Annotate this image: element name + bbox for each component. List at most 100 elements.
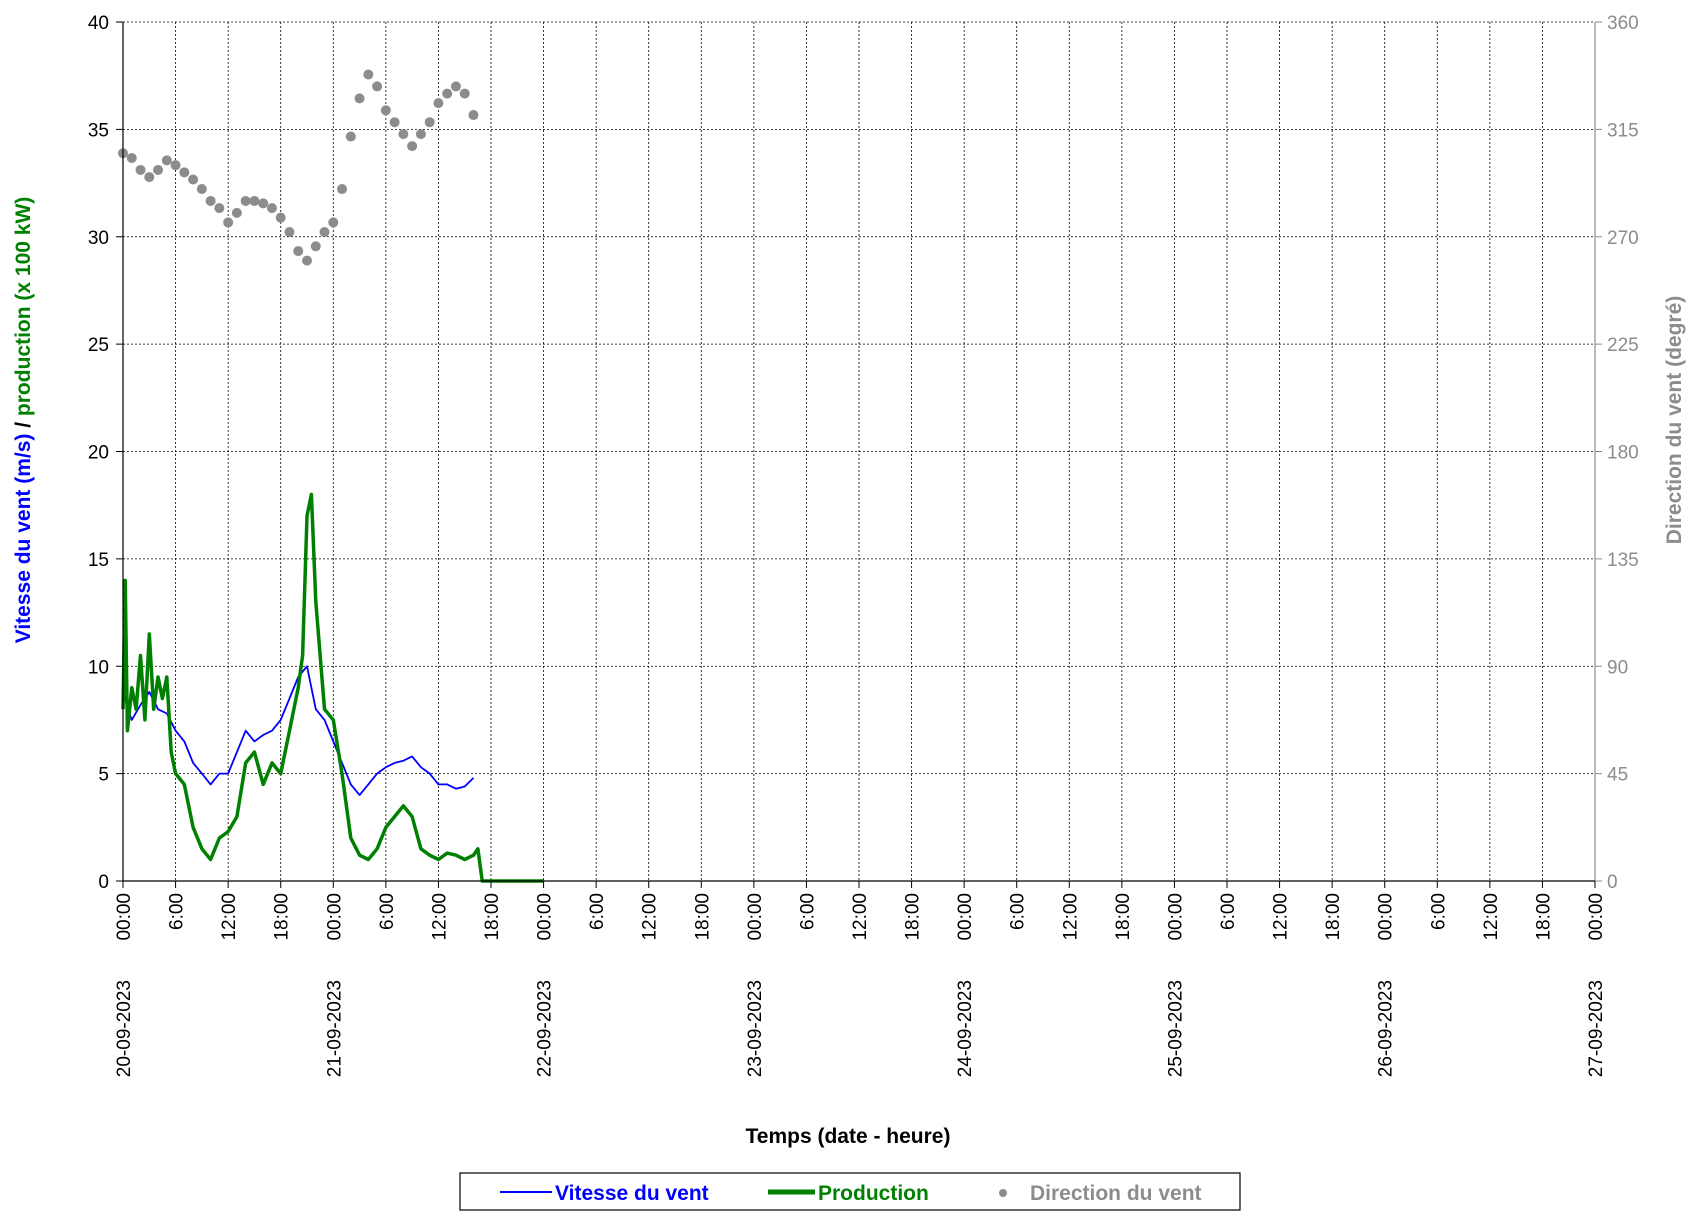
- x-tick-label: 12:00: [1060, 893, 1081, 941]
- y-tick-label: 40: [88, 13, 109, 34]
- direction-point: [407, 141, 418, 152]
- direction-point: [398, 129, 409, 140]
- axes: [116, 21, 1602, 888]
- x-tick-label: 12:00: [429, 893, 450, 941]
- y-axis-title-production: production (x 100 kW): [12, 197, 35, 416]
- legend-direction-marker: [999, 1189, 1007, 1197]
- y2-tick-label: 180: [1607, 443, 1639, 464]
- y-tick-label: 35: [88, 120, 109, 141]
- y-tick-label: 30: [88, 228, 109, 249]
- x-tick-label: 6:00: [1428, 893, 1449, 930]
- series-direction-points: [118, 69, 479, 266]
- x-tick-label: 12:00: [219, 893, 240, 941]
- x-tick-label: 00:00: [1586, 893, 1607, 941]
- x-tick-label: 18:00: [1323, 893, 1344, 941]
- y2-tick-label: 135: [1607, 550, 1639, 571]
- x-tick-label: 18:00: [1533, 893, 1554, 941]
- series-wind-speed-line: [122, 665, 475, 796]
- x-tick-label: 18:00: [482, 893, 503, 941]
- legend-speed-label: Vitesse du vent: [555, 1182, 709, 1205]
- x-tick-label: 00:00: [324, 893, 345, 941]
- direction-point: [214, 203, 225, 214]
- y-axis-title-sep: /: [12, 416, 35, 434]
- x-tick-label: 12:00: [1481, 893, 1502, 941]
- series-layer: [118, 69, 544, 883]
- x-tick-label: 18:00: [1113, 893, 1134, 941]
- series-production-line: [121, 492, 544, 883]
- direction-point: [459, 88, 470, 99]
- y-tick-label: 10: [88, 657, 109, 678]
- x-date-label: 23-09-2023: [745, 980, 766, 1077]
- x-tick-label: 12:00: [640, 893, 661, 941]
- direction-point: [126, 153, 137, 164]
- direction-point: [424, 117, 435, 128]
- direction-point: [302, 255, 312, 266]
- x-date-label: 22-09-2023: [535, 980, 556, 1077]
- direction-point: [380, 105, 391, 116]
- x-tick-label: 6:00: [797, 893, 818, 930]
- direction-point: [337, 184, 348, 195]
- direction-point: [319, 226, 330, 237]
- x-tick-label: 00:00: [114, 893, 135, 941]
- direction-point: [284, 226, 295, 237]
- y2-tick-label: 90: [1607, 657, 1628, 678]
- y-axis-title: Vitesse du vent (m/s) / production (x 10…: [12, 197, 35, 644]
- direction-point: [275, 212, 286, 223]
- x-date-label: 20-09-2023: [114, 980, 135, 1077]
- direction-point: [450, 81, 461, 92]
- y2-tick-label: 225: [1607, 335, 1639, 356]
- direction-point: [442, 88, 453, 99]
- x-tick-label: 00:00: [1376, 893, 1397, 941]
- x-date-label: 26-09-2023: [1376, 980, 1397, 1077]
- direction-point: [433, 98, 444, 109]
- direction-point: [135, 164, 146, 175]
- x-tick-label: 00:00: [535, 893, 556, 941]
- direction-point: [345, 131, 356, 142]
- x-axis-title: Temps (date - heure): [746, 1125, 951, 1148]
- x-tick-label: 00:00: [1165, 893, 1186, 941]
- direction-point: [144, 172, 155, 183]
- direction-point: [468, 110, 479, 121]
- grid: [123, 21, 1595, 881]
- direction-point: [188, 174, 199, 185]
- direction-point: [258, 198, 269, 209]
- x-tick-label: 18:00: [692, 893, 713, 941]
- x-tick-label: 18:00: [272, 893, 293, 941]
- direction-point: [415, 129, 426, 140]
- direction-point: [223, 217, 234, 228]
- x-tick-label: 6:00: [1008, 893, 1029, 930]
- y2-tick-label: 315: [1607, 120, 1639, 141]
- direction-point: [293, 246, 304, 257]
- x-date-label: 21-09-2023: [324, 980, 345, 1077]
- x-tick-label: 00:00: [745, 893, 766, 941]
- legend-box: [459, 1172, 1241, 1211]
- direction-point: [354, 93, 365, 104]
- x-date-label: 27-09-2023: [1586, 980, 1607, 1077]
- y2-tick-label: 0: [1607, 872, 1618, 893]
- direction-point: [196, 184, 207, 195]
- direction-point: [170, 160, 181, 171]
- direction-point: [363, 69, 374, 80]
- direction-point: [372, 81, 383, 92]
- y2-tick-label: 270: [1607, 228, 1639, 249]
- legend: Vitesse du vent Production Direction du …: [459, 1172, 1241, 1211]
- y-tick-label: 5: [98, 765, 109, 786]
- direction-point: [153, 164, 164, 175]
- x-tick-label: 12:00: [1271, 893, 1292, 941]
- x-date-label: 24-09-2023: [955, 980, 976, 1077]
- direction-point: [179, 167, 190, 178]
- y-tick-label: 20: [88, 443, 109, 464]
- x-tick-label: 6:00: [587, 893, 608, 930]
- x-tick-label: 6:00: [377, 893, 398, 930]
- direction-point: [240, 195, 251, 206]
- x-tick-label: 18:00: [903, 893, 924, 941]
- direction-point: [161, 155, 172, 166]
- x-tick-label: 6:00: [1218, 893, 1239, 930]
- y-tick-label: 15: [88, 550, 109, 571]
- direction-point: [310, 241, 321, 252]
- direction-point: [328, 217, 339, 228]
- direction-point: [205, 195, 216, 206]
- y2-tick-label: 360: [1607, 13, 1639, 34]
- tick-labels: 0 5 10 15 20 25 30 35 40 0 45 90 135 180 225 270 315 360 0…: [88, 13, 1639, 1077]
